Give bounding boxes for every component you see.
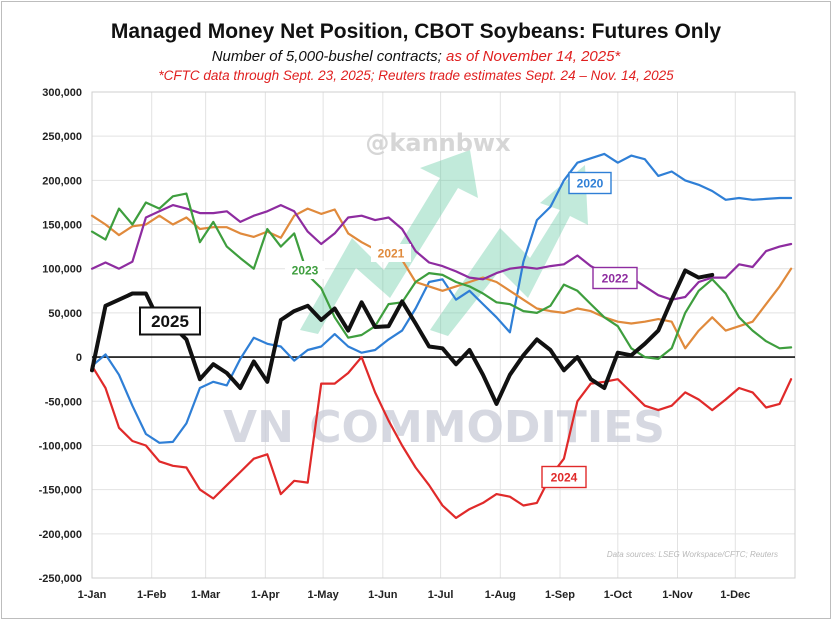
series-label-2024: 2024 xyxy=(541,465,587,489)
series-line-2020 xyxy=(90,152,793,444)
chart-title: Managed Money Net Position, CBOT Soybean… xyxy=(110,20,722,43)
x-tick-label: 1-Dec xyxy=(720,589,750,601)
series-line-2025 xyxy=(90,268,715,406)
arrow-left-shape xyxy=(300,150,478,334)
chart-subtitle: Number of 5,000-bushel contracts; as of … xyxy=(0,48,832,65)
series-label-box xyxy=(568,171,612,195)
x-tick-label: 1-Jun xyxy=(368,589,398,601)
series-labels: 2020 2021 2022 2023 2024 2025 xyxy=(139,171,638,489)
series-lines xyxy=(90,152,793,520)
series-label-box xyxy=(371,244,411,262)
plot-area xyxy=(91,91,796,579)
y-tick-label: 0 xyxy=(76,352,82,364)
y-tick-label: 50,000 xyxy=(48,308,82,320)
arrow-right-shape xyxy=(430,165,588,336)
series-label-2022: 2022 xyxy=(592,266,638,290)
y-tick-label: 250,000 xyxy=(42,131,82,143)
watermarks: @kannbwx VN COMMODITIES xyxy=(223,129,665,453)
subtitle-date: as of November 14, 2025* xyxy=(446,48,621,65)
series-line-2022 xyxy=(90,204,793,301)
watermark-handle: @kannbwx xyxy=(365,129,511,157)
series-label-box xyxy=(541,465,587,489)
x-tick-label: 1-Feb xyxy=(137,589,167,601)
series-line-2024 xyxy=(90,356,793,520)
x-tick-label: 1-May xyxy=(308,589,340,601)
series-label-text: 2020 xyxy=(577,177,604,191)
y-tick-label: -250,000 xyxy=(39,573,82,585)
subtitle-units: Number of 5,000-bushel contracts; xyxy=(211,48,442,65)
series-line-2023 xyxy=(90,192,793,360)
series-label-text: 2024 xyxy=(551,471,578,485)
series-label-text: 2023 xyxy=(292,264,319,278)
watermark-arrow-logo xyxy=(300,150,588,336)
data-source-note: Data sources: LSEG Workspace/CFTC; Reute… xyxy=(607,550,778,559)
x-tick-label: 1-Apr xyxy=(251,589,280,601)
series-label-box xyxy=(285,261,325,279)
series-label-box xyxy=(139,306,201,336)
series-label-2021: 2021 xyxy=(371,244,411,262)
x-tick-label: 1-Oct xyxy=(604,589,632,601)
gridlines xyxy=(92,91,795,579)
series-label-2025: 2025 xyxy=(139,306,201,336)
series-label-2020: 2020 xyxy=(568,171,612,195)
axes: -250,000 -200,000 -150,000 -100,000 -50,000 0… xyxy=(39,87,796,601)
x-tick-label: 1-Aug xyxy=(485,589,516,601)
y-tick-label: 150,000 xyxy=(42,220,82,232)
y-tick-label: 200,000 xyxy=(42,175,82,187)
y-tick-label: 300,000 xyxy=(42,87,82,99)
watermark-brand: VN COMMODITIES xyxy=(223,402,665,453)
series-label-box xyxy=(592,266,638,290)
x-tick-label: 1-Nov xyxy=(662,589,693,601)
series-label-text: 2025 xyxy=(151,312,189,331)
series-label-text: 2022 xyxy=(602,272,629,286)
x-tick-label: 1-Jul xyxy=(428,589,454,601)
y-tick-label: -150,000 xyxy=(39,485,82,497)
y-tick-label: -50,000 xyxy=(45,396,82,408)
x-tick-label: 1-Jan xyxy=(78,589,107,601)
x-tick-label: 1-Sep xyxy=(545,589,575,601)
series-label-2023: 2023 xyxy=(285,261,325,279)
series-label-text: 2021 xyxy=(378,247,405,261)
y-tick-label: 100,000 xyxy=(42,264,82,276)
chart-footnote: *CFTC data through Sept. 23, 2025; Reute… xyxy=(158,68,674,83)
y-tick-label: -200,000 xyxy=(39,529,82,541)
y-tick-label: -100,000 xyxy=(39,440,82,452)
x-tick-label: 1-Mar xyxy=(191,589,221,601)
